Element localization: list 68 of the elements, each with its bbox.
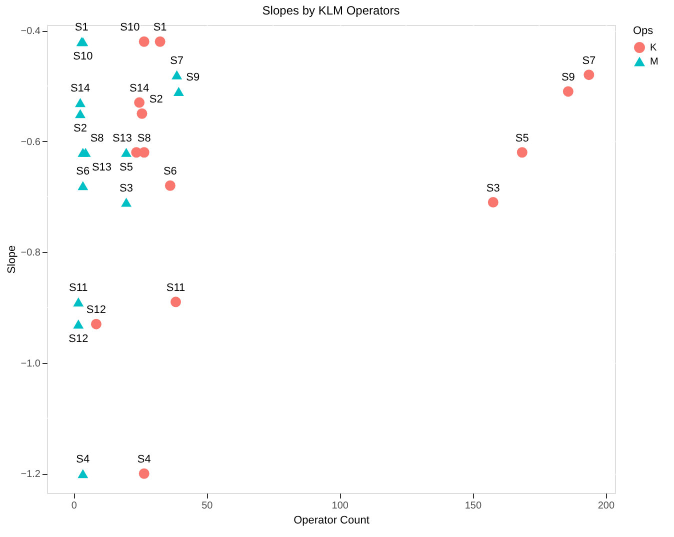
chart-title: Slopes by KLM Operators	[262, 4, 400, 18]
y-axis-title: Slope	[6, 245, 18, 274]
point	[488, 196, 498, 208]
point	[121, 148, 132, 157]
data-label: S4	[76, 454, 90, 466]
data-label: S3	[120, 182, 134, 194]
point	[80, 148, 91, 157]
y-tick-label: −0.8	[20, 248, 41, 259]
point	[78, 181, 88, 190]
data-label: S11	[69, 282, 88, 294]
x-axis-title: Operator Count	[294, 514, 370, 526]
legend-label: M	[650, 56, 658, 68]
data-label: S9	[186, 72, 200, 84]
data-label: S12	[68, 332, 88, 345]
data-label: S6	[163, 166, 177, 178]
data-label: S14	[130, 82, 150, 95]
data-label: S1	[153, 22, 167, 34]
y-tick-label: −1.0	[20, 358, 41, 370]
data-label: S8	[90, 132, 104, 144]
data-label: S10	[73, 50, 93, 63]
point	[73, 320, 84, 329]
point	[516, 147, 528, 158]
data-label: S7	[582, 54, 596, 67]
data-label: S3	[486, 182, 500, 194]
data-label: S13	[112, 132, 132, 144]
x-tick-label: 200	[598, 500, 615, 512]
x-tick-label: 150	[464, 500, 482, 512]
data-label: S4	[137, 454, 151, 466]
x-tick-label: 0	[71, 500, 78, 512]
point	[75, 98, 86, 108]
data-label: S11	[166, 282, 186, 294]
point	[170, 296, 182, 308]
data-label: S9	[561, 72, 575, 84]
point	[73, 297, 84, 306]
point	[131, 147, 142, 158]
data-label: S8	[137, 132, 151, 144]
data-label: S10	[120, 22, 140, 34]
point	[90, 318, 102, 330]
legend-title: Ops	[633, 25, 654, 37]
point	[164, 180, 176, 191]
point	[138, 36, 150, 47]
data-label: S6	[76, 166, 90, 178]
point	[78, 469, 88, 478]
x-tick-label: 100	[332, 500, 349, 512]
point	[138, 468, 150, 479]
point	[584, 70, 594, 80]
data-label: S2	[149, 94, 163, 106]
point	[136, 108, 148, 119]
point	[121, 198, 132, 207]
point	[173, 86, 184, 96]
point	[172, 70, 182, 80]
data-label: S2	[74, 122, 87, 135]
y-tick-label: −1.2	[20, 469, 41, 480]
data-label: S1	[74, 22, 88, 34]
x-tick-label: 50	[202, 500, 214, 512]
data-label: S7	[170, 54, 184, 67]
point	[154, 36, 166, 47]
point	[75, 109, 86, 118]
data-label: S12	[86, 304, 106, 316]
y-tick-label: −0.4	[20, 26, 41, 38]
data-label: S5	[515, 132, 529, 144]
legend-label: K	[650, 42, 657, 54]
point	[562, 86, 574, 97]
data-label: S13	[92, 161, 112, 174]
y-tick-label: −0.6	[20, 136, 41, 148]
data-label: S5	[120, 161, 134, 174]
point	[134, 97, 145, 108]
data-label: S14	[70, 82, 90, 95]
